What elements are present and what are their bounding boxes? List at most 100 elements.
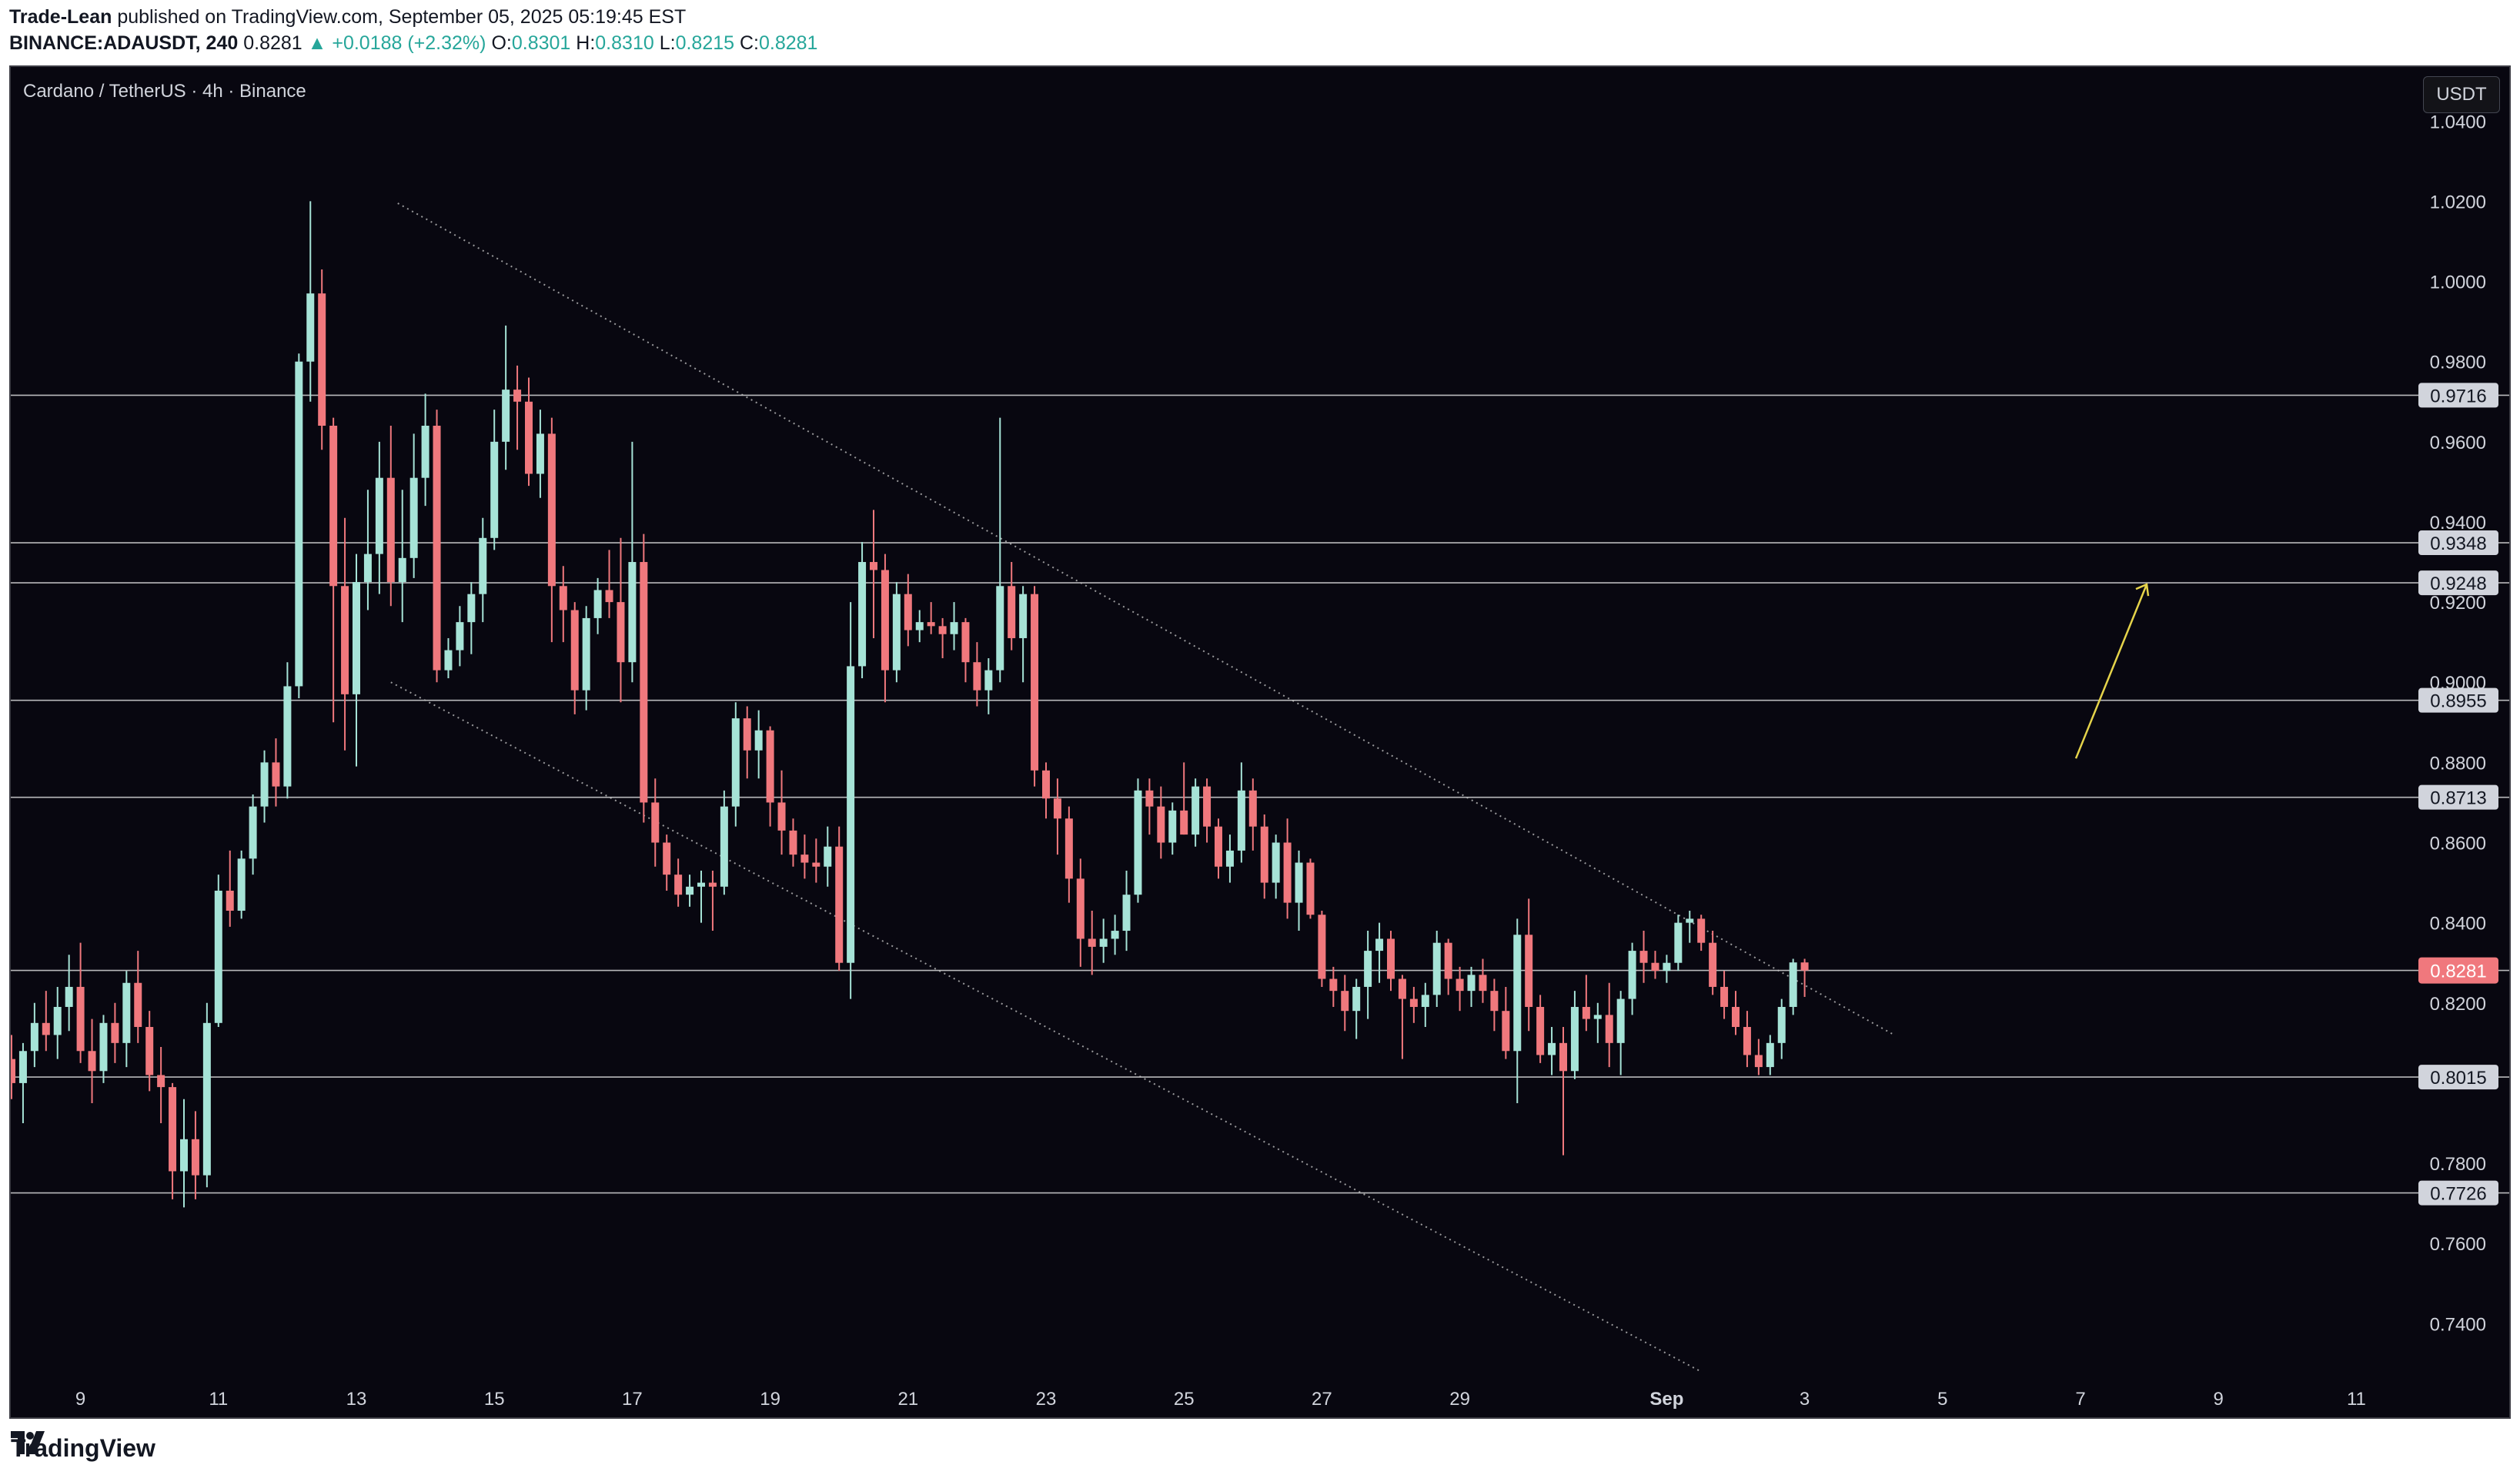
candle-body [111, 1022, 119, 1043]
candle-body [1432, 942, 1441, 995]
candle-body [134, 982, 142, 1028]
candle-body [1076, 878, 1085, 939]
level-tag-1 [2418, 530, 2498, 556]
candle-body [1651, 962, 1659, 972]
candle-body [708, 882, 717, 887]
candle-body [1352, 986, 1361, 1012]
candle-body [754, 730, 763, 751]
candle-body [1593, 1015, 1602, 1019]
projection-arrow [2074, 583, 2150, 759]
candle-body [226, 890, 234, 911]
candle-body [1157, 806, 1165, 843]
candle-body [812, 862, 821, 867]
price-tick-label: 0.8400 [2430, 914, 2486, 935]
time-tick-label: 7 [2075, 1389, 2085, 1410]
published-text: published on TradingView.com, September … [117, 6, 687, 28]
candle-body [1122, 895, 1131, 931]
time-tick-label: 3 [1800, 1389, 1810, 1410]
candle-body [1168, 810, 1177, 843]
candle-body [915, 622, 924, 630]
open-value: 0.8301 [511, 32, 571, 54]
candle-body [1272, 842, 1280, 883]
candle-body [961, 622, 970, 663]
candle-body [1180, 810, 1188, 835]
time-tick-label: 19 [760, 1389, 780, 1410]
candle-body [283, 686, 292, 787]
open-label: O: [491, 32, 512, 54]
candle-body [1364, 951, 1372, 987]
candle-body [1570, 1006, 1579, 1072]
candle-body [18, 1051, 27, 1083]
candle-body [1674, 922, 1683, 963]
candle-body [1283, 842, 1292, 903]
candle-body [375, 477, 383, 554]
time-tick-label: 13 [346, 1389, 367, 1410]
candle-body [145, 1027, 154, 1075]
candle-body [1387, 938, 1395, 979]
candle-body [1053, 798, 1061, 819]
candle-body [1421, 995, 1429, 1007]
candle-body [249, 806, 257, 859]
level-tag-2 [2418, 570, 2498, 596]
candle-body [363, 554, 372, 583]
price-tick-label: 0.7400 [2430, 1314, 2486, 1335]
candle-body [1248, 790, 1257, 827]
time-tick-label: 25 [1174, 1389, 1195, 1410]
candle-body [180, 1139, 188, 1172]
candle-body [720, 806, 728, 887]
price-tick-label: 0.7600 [2430, 1234, 2486, 1255]
candle-body [1467, 975, 1476, 992]
candle-body [88, 1051, 96, 1072]
tradingview-logo[interactable]: TradingView [11, 1431, 155, 1465]
candle-body [1536, 1006, 1545, 1055]
price-change: +0.0188 (+2.32%) [332, 32, 486, 54]
low-label: L: [659, 32, 676, 54]
candle-body [1191, 786, 1200, 835]
candle-body [1111, 931, 1119, 939]
candle-body [11, 1059, 15, 1083]
candle-body [1639, 951, 1648, 963]
candle-body [76, 986, 85, 1052]
candle-body [858, 562, 867, 667]
price-tick-label: 0.7800 [2430, 1154, 2486, 1175]
candle-body [65, 986, 73, 1007]
candle-body [1225, 850, 1234, 867]
price-tick-label: 1.0200 [2430, 192, 2486, 212]
currency-button[interactable]: USDT [2423, 76, 2500, 113]
time-tick-label: 23 [1036, 1389, 1057, 1410]
candle-body [731, 718, 740, 807]
candle-body [777, 802, 786, 831]
last-price: 0.8281 [243, 32, 302, 54]
candle-body [593, 590, 602, 618]
candle-body [1616, 998, 1625, 1043]
candle-body [444, 650, 453, 671]
candle-body [870, 562, 877, 570]
level-tag-0 [2418, 383, 2498, 408]
publish-header: Trade-Lean published on TradingView.com,… [0, 0, 2520, 65]
candle-body [973, 662, 981, 691]
chart-panel[interactable]: 1.0400 1.0200 1.0000 0.9800 0.9600 0.9400 0.92… [9, 65, 2511, 1419]
candle-body [191, 1139, 199, 1176]
level-tag-6 [2418, 1180, 2498, 1206]
time-tick-label: Sep [1649, 1389, 1683, 1410]
candle-body [1215, 826, 1222, 867]
low-value: 0.8215 [675, 32, 735, 54]
candle-body [341, 586, 349, 694]
time-tick-label: 15 [484, 1389, 505, 1410]
symbol-label: BINANCE:ADAUSDT, 240 [9, 32, 239, 54]
candle-body [1766, 1042, 1774, 1068]
price-tick-label: 1.0400 [2430, 112, 2486, 132]
candle-body [479, 537, 487, 594]
author-name[interactable]: Trade-Lean [9, 6, 112, 28]
candle-body [502, 390, 510, 442]
candle-body [456, 622, 464, 651]
candle-body [789, 830, 797, 855]
candle-body [847, 666, 855, 963]
candle-body [984, 670, 993, 691]
level-tag-label: 0.7726 [2430, 1184, 2486, 1205]
candle-body [1203, 786, 1212, 827]
chart-canvas[interactable]: 1.0400 1.0200 1.0000 0.9800 0.9600 0.9400 0.92… [11, 67, 2509, 1417]
candle-body [697, 882, 705, 887]
candle-body [686, 886, 694, 895]
candle-body [1134, 790, 1142, 895]
